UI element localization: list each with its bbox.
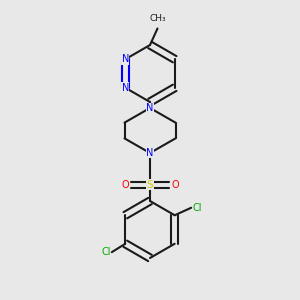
Text: O: O <box>171 179 179 190</box>
Text: Cl: Cl <box>101 247 111 257</box>
Text: Cl: Cl <box>192 203 202 213</box>
Text: N: N <box>146 148 154 158</box>
Text: N: N <box>122 83 129 93</box>
Text: CH₃: CH₃ <box>149 14 166 23</box>
Text: O: O <box>121 179 129 190</box>
Text: S: S <box>147 179 153 190</box>
Text: N: N <box>122 54 129 64</box>
Text: N: N <box>146 103 154 113</box>
